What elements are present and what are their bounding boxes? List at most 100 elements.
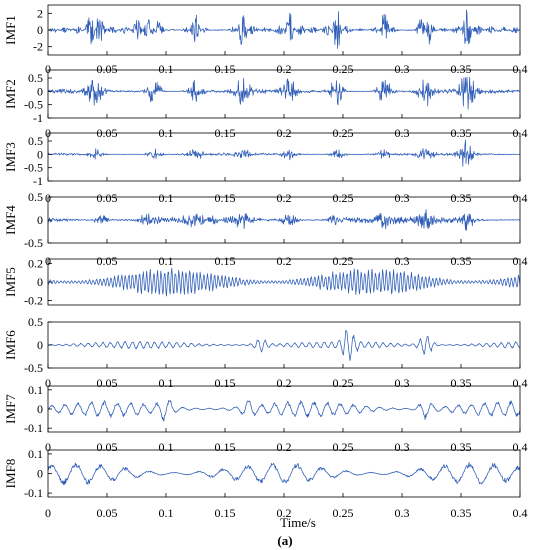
x-tick-label: 0.25 (333, 62, 354, 76)
x-tick-label: 0.3 (395, 440, 410, 454)
panel-imf3: 0.50-0.5-10 0.05 0.1 0.15 0.2 0.25 0.3 0.35 0.4I… (3, 132, 528, 205)
x-tick-label: 0.15 (215, 506, 236, 520)
signal-line-imf3 (48, 139, 520, 167)
x-tick-label: 0 (45, 506, 51, 520)
y-tick-label: -0.5 (24, 98, 43, 112)
x-tick-label: 0.35 (451, 506, 472, 520)
y-tick-label: -2 (33, 40, 43, 54)
x-tick-label: 0.25 (333, 254, 354, 268)
figure-caption: (a) (277, 533, 292, 548)
panel-y-label: IMF7 (3, 394, 18, 424)
x-tick-label: 0.15 (215, 191, 236, 205)
x-tick-label: 0.2 (277, 62, 292, 76)
signal-line-imf6 (48, 329, 520, 361)
x-tick-label: 0 (45, 62, 51, 76)
signal-line-imf2 (48, 76, 520, 110)
panel-y-label: IMF2 (3, 79, 18, 109)
panel-imf7: 0.10-0.10 0.05 0.1 0.15 0.2 0.25 0.3 0.35 0.4IMF… (3, 383, 528, 454)
x-tick-label: 0.35 (451, 191, 472, 205)
signal-line-imf1 (48, 9, 520, 49)
x-tick-label: 0.4 (513, 62, 528, 76)
y-tick-label: -0.5 (24, 161, 43, 175)
y-tick-label: -0.1 (24, 486, 43, 500)
x-tick-label: 0.1 (159, 376, 174, 390)
x-tick-label: 0.15 (215, 376, 236, 390)
y-tick-label: -1 (33, 111, 43, 125)
signal-line-imf5 (48, 267, 520, 297)
y-tick-label: 0 (37, 213, 43, 227)
x-tick-label: 0.05 (97, 376, 118, 390)
y-tick-label: 0 (37, 338, 43, 352)
plot-frame (47, 385, 521, 433)
panel-y-label: IMF8 (3, 459, 18, 489)
y-tick-label: 2 (37, 6, 43, 20)
x-tick-label: 0.2 (277, 254, 292, 268)
x-tick-label: 0.3 (395, 254, 410, 268)
x-tick-label: 0.05 (97, 440, 118, 454)
x-tick-label: 0.3 (395, 506, 410, 520)
y-tick-label: 0 (37, 275, 43, 289)
y-tick-label: 0.5 (28, 134, 43, 148)
panel-y-label: IMF5 (3, 267, 18, 297)
x-tick-label: 0.25 (333, 376, 354, 390)
panel-y-label: IMF3 (3, 142, 18, 172)
y-tick-label: -0.2 (24, 293, 43, 307)
y-tick-label: 0 (37, 467, 43, 481)
y-tick-label: 0.1 (28, 383, 43, 397)
x-tick-label: 0.05 (97, 506, 118, 520)
y-tick-label: 0.5 (28, 190, 43, 204)
x-tick-label: 0.4 (513, 440, 528, 454)
y-tick-label: 0.5 (28, 71, 43, 85)
y-tick-label: 0 (37, 23, 43, 37)
panel-imf8: 0.10-0.10 0.05 0.1 0.15 0.2 0.25 0.3 0.35 0.4IMF… (3, 447, 528, 520)
signal-line-imf4 (48, 209, 520, 231)
plot-frame (47, 132, 521, 182)
x-tick-label: 0.1 (159, 62, 174, 76)
x-tick-label: 0.05 (97, 191, 118, 205)
x-tick-label: 0.2 (277, 440, 292, 454)
x-tick-label: 0.3 (395, 191, 410, 205)
x-tick-label: 0.1 (159, 440, 174, 454)
x-tick-label: 0.35 (451, 440, 472, 454)
x-tick-label: 0.05 (97, 62, 118, 76)
y-tick-label: 0.2 (28, 257, 43, 271)
x-tick-label: 0 (45, 440, 51, 454)
x-tick-label: 0.3 (395, 62, 410, 76)
x-tick-label: 0.1 (159, 191, 174, 205)
x-tick-label: 0.2 (277, 506, 292, 520)
x-tick-label: 0.15 (215, 62, 236, 76)
x-tick-label: 0.35 (451, 62, 472, 76)
y-tick-label: -0.5 (24, 361, 43, 375)
panel-imf5: 0.2 0 -0.2 IMF5 (3, 257, 521, 307)
panel-y-label: IMF4 (3, 205, 18, 235)
x-tick-label: 0.15 (215, 254, 236, 268)
x-tick-label: 0.25 (333, 191, 354, 205)
x-axis-label: Time/s (280, 515, 316, 530)
y-tick-label: 0.5 (28, 315, 43, 329)
x-tick-label: 0.1 (159, 506, 174, 520)
y-tick-label: -0.5 (24, 236, 43, 250)
panel-y-label: IMF1 (3, 15, 18, 45)
panel-imf4: 0.50-0.50 0.05 0.1 0.15 0.2 0.25 0.3 0.35 0.4IMF… (3, 190, 528, 268)
y-tick-label: -0.1 (24, 421, 43, 435)
y-tick-label: 0.1 (28, 447, 43, 461)
x-tick-label: 0.3 (395, 376, 410, 390)
y-tick-label: 0 (37, 84, 43, 98)
panel-imf6: 0.50-0.50 0.05 0.1 0.15 0.2 0.25 0.3 0.35 0.4IMF… (3, 315, 528, 390)
signal-line-imf8 (48, 462, 520, 486)
x-tick-label: 0.05 (97, 254, 118, 268)
x-tick-label: 0.25 (333, 440, 354, 454)
y-tick-label: 0 (37, 402, 43, 416)
x-tick-label: 0 (45, 376, 51, 390)
x-tick-label: 0.35 (451, 254, 472, 268)
imf-panels: 20-20 0.05 0.1 0.15 0.2 0.25 0.3 0.35 0.4IMF10.5… (3, 4, 528, 520)
y-tick-label: 0 (37, 147, 43, 161)
x-tick-label: 0.15 (215, 440, 236, 454)
plot-frame (47, 69, 521, 119)
x-tick-label: 0.1 (159, 254, 174, 268)
x-tick-label: 0.4 (513, 506, 528, 520)
y-tick-label: -1 (33, 174, 43, 188)
x-tick-label: 0.2 (277, 376, 292, 390)
